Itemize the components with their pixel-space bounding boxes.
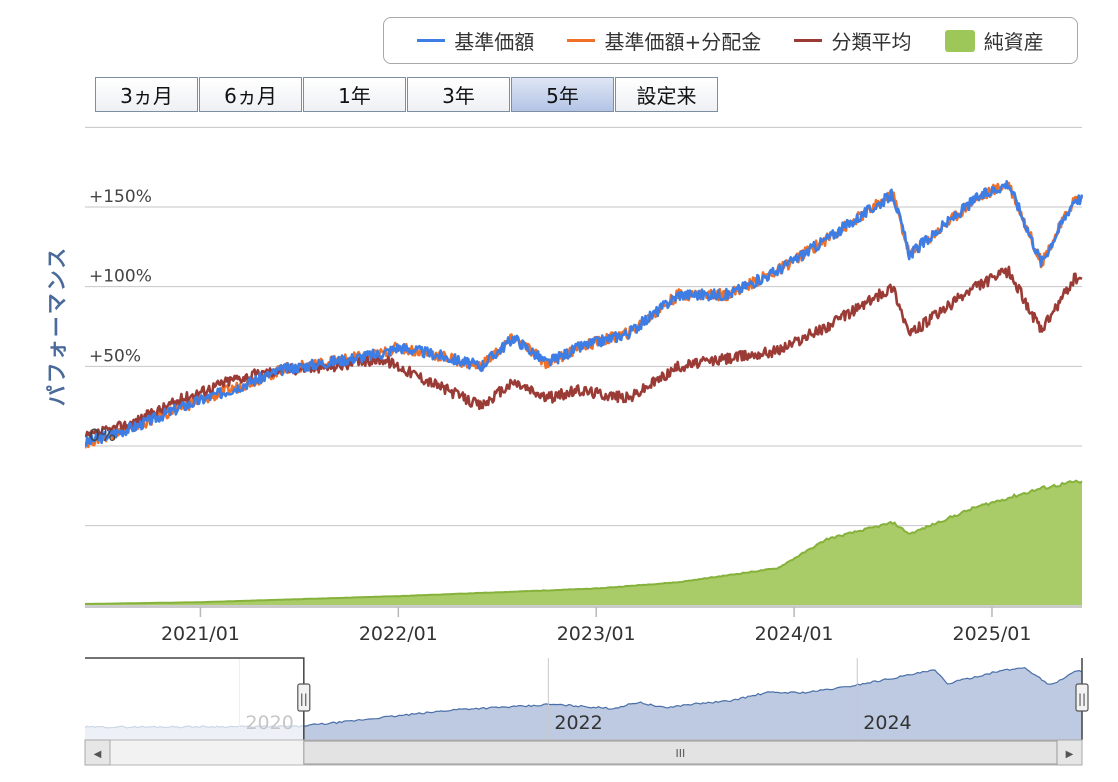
legend-item-nav[interactable]: 基準価額 <box>417 26 534 55</box>
legend-swatch-nav-with-dividend <box>567 39 596 42</box>
net-assets-line <box>85 479 1083 605</box>
legend-item-category-average[interactable]: 分類平均 <box>794 26 911 55</box>
series-line-category-average <box>85 265 1083 439</box>
y-axis-title: パフォーマンス <box>45 246 69 407</box>
x-tick-label: 2022/01 <box>359 623 438 645</box>
range-button-3m[interactable]: 3ヵ月 <box>95 77 198 112</box>
x-tick-label: 2024/01 <box>755 623 834 645</box>
range-button-1y[interactable]: 1年 <box>303 77 406 112</box>
navigator-handle-body[interactable] <box>297 683 311 712</box>
legend-label-net-assets: 純資産 <box>983 30 1044 54</box>
navigator-handle-grip: || <box>1078 692 1086 706</box>
legend-swatch-net-assets <box>944 29 975 52</box>
range-button-since-inception[interactable]: 設定来 <box>615 77 718 112</box>
net-assets-area <box>85 480 1082 605</box>
x-tick-label: 2021/01 <box>161 623 240 645</box>
series-lines <box>85 180 1083 449</box>
navigator-handle-grip: || <box>300 692 308 706</box>
x-axis: 2021/01 2022/01 2023/01 2024/01 2025/01 <box>85 606 1082 645</box>
legend-label-category-average: 分類平均 <box>831 30 912 54</box>
range-selector: 3ヵ月 6ヵ月 1年 3年 5年 設定来 <box>95 77 719 112</box>
range-button-6m[interactable]: 6ヵ月 <box>199 77 302 112</box>
grid-lines <box>85 126 1082 606</box>
legend-label-nav: 基準価額 <box>454 30 535 54</box>
scroll-right-arrow-icon: ▶ <box>1066 749 1074 760</box>
navigator-year-label: 2024 <box>863 712 911 734</box>
range-button-3y[interactable]: 3年 <box>407 77 510 112</box>
net-assets-layer <box>85 479 1083 605</box>
navigator-mask-left <box>85 658 304 740</box>
scrollbar-left-button[interactable] <box>84 739 111 766</box>
scrollbar-grip-icon: III <box>676 747 686 760</box>
navigator-series-area <box>85 667 1082 740</box>
navigator-handle-body[interactable] <box>1075 683 1089 712</box>
legend-swatch-category-average <box>794 39 823 42</box>
y-tick-label: +100% <box>89 267 152 287</box>
scrollbar-right-button[interactable] <box>1056 739 1083 766</box>
x-tick-label: 2023/01 <box>557 623 636 645</box>
legend-item-nav-with-dividend[interactable]: 基準価額+分配金 <box>567 26 761 55</box>
y-tick-label: 0% <box>89 426 116 446</box>
legend-item-net-assets[interactable]: 純資産 <box>944 26 1044 55</box>
range-button-5y[interactable]: 5年 <box>511 77 614 112</box>
navigator-handle-left[interactable]: || <box>297 683 311 712</box>
x-tick-label: 2025/01 <box>952 623 1031 645</box>
y-axis-ticks: +150% +100% +50% 0% <box>89 187 152 446</box>
series-line-nav <box>85 180 1083 447</box>
legend-label-nav-with-dividend: 基準価額+分配金 <box>604 30 762 54</box>
scroll-left-arrow-icon: ◀ <box>94 749 102 760</box>
scrollbar-thumb[interactable] <box>303 740 1058 765</box>
navigator-handle-right[interactable]: || <box>1075 683 1089 712</box>
chart-legend: 基準価額 基準価額+分配金 分類平均 純資産 <box>383 17 1078 64</box>
y-tick-label: +50% <box>89 346 141 366</box>
navigator-year-label: 2022 <box>554 712 602 734</box>
y-tick-label: +150% <box>89 187 152 207</box>
navigator[interactable]: 202020222024||||◀▶III <box>84 657 1089 766</box>
navigator-scrollbar[interactable]: ◀ ▶ III <box>84 739 1083 766</box>
legend-swatch-nav <box>417 39 446 42</box>
